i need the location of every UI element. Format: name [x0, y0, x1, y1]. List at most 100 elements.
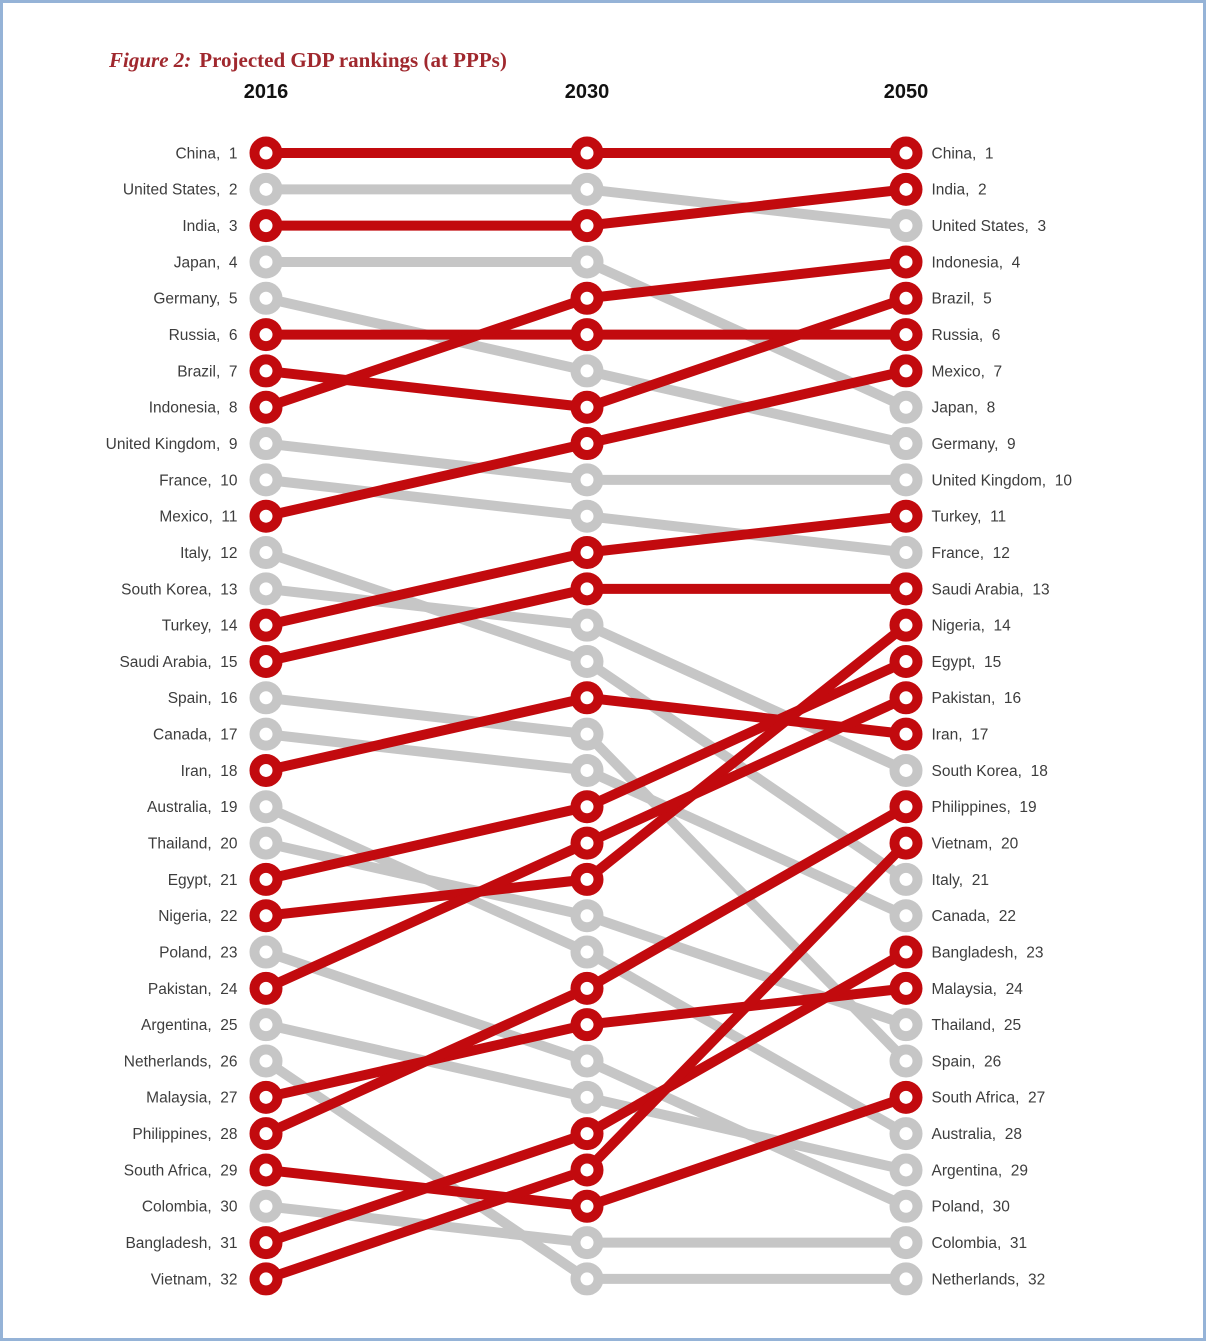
country-label-2016-russia: Russia, 6 — [169, 327, 238, 344]
country-label-2016-nigeria: Nigeria, 22 — [158, 908, 237, 925]
country-label-2050-iran: Iran, 17 — [932, 727, 989, 744]
country-node-indonesia-2030 — [570, 281, 604, 315]
figure-number-label: Figure 2: — [109, 48, 192, 72]
country-label-2050-saudi-arabia: Saudi Arabia, 13 — [932, 581, 1050, 598]
country-node-bangladesh-2050 — [889, 935, 923, 969]
country-label-2016-mexico: Mexico, 11 — [159, 509, 237, 526]
country-label-2016-spain: Spain, 16 — [168, 690, 238, 707]
country-node-turkey-2050 — [889, 499, 923, 533]
country-node-canada-2050 — [889, 899, 923, 933]
country-label-2016-egypt: Egypt, 21 — [168, 872, 238, 889]
country-label-2016-italy: Italy, 12 — [180, 545, 237, 562]
country-node-south-korea-2016 — [249, 572, 283, 606]
country-node-netherlands-2016 — [249, 1044, 283, 1078]
country-label-2050-pakistan: Pakistan, 16 — [932, 690, 1022, 707]
country-node-argentina-2030 — [570, 1080, 604, 1114]
country-node-argentina-2050 — [889, 1153, 923, 1187]
country-label-2050-brazil: Brazil, 5 — [932, 291, 992, 308]
country-label-2016-canada: Canada, 17 — [153, 727, 237, 744]
country-node-japan-2030 — [570, 245, 604, 279]
country-node-india-2016 — [249, 209, 283, 243]
country-label-2050-bangladesh: Bangladesh, 23 — [932, 944, 1044, 961]
country-node-bangladesh-2016 — [249, 1226, 283, 1260]
country-node-egypt-2050 — [889, 644, 923, 678]
country-node-russia-2050 — [889, 318, 923, 352]
country-node-brazil-2050 — [889, 281, 923, 315]
country-label-2016-saudi-arabia: Saudi Arabia, 15 — [119, 654, 237, 671]
country-label-2016-iran: Iran, 18 — [181, 763, 238, 780]
country-node-spain-2030 — [570, 717, 604, 751]
country-node-india-2050 — [889, 172, 923, 206]
country-label-2016-netherlands: Netherlands, 26 — [124, 1053, 238, 1070]
country-node-vietnam-2030 — [570, 1153, 604, 1187]
country-node-nigeria-2016 — [249, 899, 283, 933]
country-node-vietnam-2016 — [249, 1262, 283, 1296]
country-label-2016-brazil: Brazil, 7 — [177, 363, 237, 380]
country-label-2050-united-kingdom: United Kingdom, 10 — [932, 472, 1073, 489]
figure-title-text: Projected GDP rankings (at PPPs) — [199, 48, 507, 72]
country-node-egypt-2016 — [249, 862, 283, 896]
country-node-nigeria-2030 — [570, 862, 604, 896]
country-label-2050-netherlands: Netherlands, 32 — [932, 1271, 1046, 1288]
country-label-2016-vietnam: Vietnam, 32 — [151, 1271, 238, 1288]
country-label-2016-bangladesh: Bangladesh, 31 — [125, 1235, 237, 1252]
country-label-2050-malaysia: Malaysia, 24 — [932, 981, 1024, 998]
country-node-south-africa-2050 — [889, 1080, 923, 1114]
country-node-mexico-2016 — [249, 499, 283, 533]
country-label-2050-australia: Australia, 28 — [932, 1126, 1022, 1143]
country-label-2016-united-states: United States, 2 — [123, 182, 238, 199]
country-label-2016-france: France, 10 — [159, 472, 238, 489]
country-node-south-africa-2030 — [570, 1189, 604, 1223]
column-header-2016: 2016 — [244, 81, 289, 103]
country-node-united-kingdom-2030 — [570, 463, 604, 497]
country-node-thailand-2016 — [249, 826, 283, 860]
country-node-philippines-2050 — [889, 790, 923, 824]
country-node-united-states-2030 — [570, 172, 604, 206]
country-node-mexico-2030 — [570, 427, 604, 461]
country-label-2050-egypt: Egypt, 15 — [932, 654, 1002, 671]
country-node-china-2030 — [570, 136, 604, 170]
country-node-nigeria-2050 — [889, 608, 923, 642]
country-node-france-2016 — [249, 463, 283, 497]
country-node-indonesia-2050 — [889, 245, 923, 279]
country-label-2050-germany: Germany, 9 — [932, 436, 1016, 453]
country-node-australia-2016 — [249, 790, 283, 824]
country-node-argentina-2016 — [249, 1008, 283, 1042]
country-node-egypt-2030 — [570, 790, 604, 824]
country-node-russia-2030 — [570, 318, 604, 352]
country-node-spain-2016 — [249, 681, 283, 715]
gdp-rankings-bump-chart: 2016 2030 2050 China, 1 China, 1 United State… — [106, 81, 1073, 1296]
country-node-brazil-2030 — [570, 390, 604, 424]
country-node-philippines-2030 — [570, 971, 604, 1005]
country-node-poland-2016 — [249, 935, 283, 969]
country-node-south-africa-2016 — [249, 1153, 283, 1187]
figure-title: Figure 2: Projected GDP rankings (at PPPs… — [88, 23, 507, 98]
country-label-2050-turkey: Turkey, 11 — [932, 509, 1007, 526]
country-node-germany-2050 — [889, 427, 923, 461]
country-label-2050-united-states: United States, 3 — [932, 218, 1047, 235]
country-node-italy-2030 — [570, 644, 604, 678]
country-node-indonesia-2016 — [249, 390, 283, 424]
country-label-2050-indonesia: Indonesia, 4 — [932, 254, 1021, 271]
country-node-malaysia-2016 — [249, 1080, 283, 1114]
country-node-australia-2050 — [889, 1117, 923, 1151]
country-node-united-states-2016 — [249, 172, 283, 206]
country-label-2050-thailand: Thailand, 25 — [932, 1017, 1022, 1034]
country-node-japan-2050 — [889, 390, 923, 424]
country-label-2016-malaysia: Malaysia, 27 — [146, 1090, 237, 1107]
column-header-2050: 2050 — [884, 81, 929, 103]
country-node-iran-2030 — [570, 681, 604, 715]
country-label-2016-south-korea: South Korea, 13 — [121, 581, 237, 598]
country-label-2050-china: China, 1 — [932, 145, 994, 162]
country-node-france-2030 — [570, 499, 604, 533]
country-label-2050-spain: Spain, 26 — [932, 1053, 1002, 1070]
country-node-saudi-arabia-2016 — [249, 644, 283, 678]
country-label-2050-canada: Canada, 22 — [932, 908, 1016, 925]
country-node-russia-2016 — [249, 318, 283, 352]
country-node-iran-2050 — [889, 717, 923, 751]
country-node-bangladesh-2030 — [570, 1117, 604, 1151]
country-node-pakistan-2030 — [570, 826, 604, 860]
country-label-2050-russia: Russia, 6 — [932, 327, 1001, 344]
country-label-2016-germany: Germany, 5 — [153, 291, 237, 308]
country-node-united-states-2050 — [889, 209, 923, 243]
